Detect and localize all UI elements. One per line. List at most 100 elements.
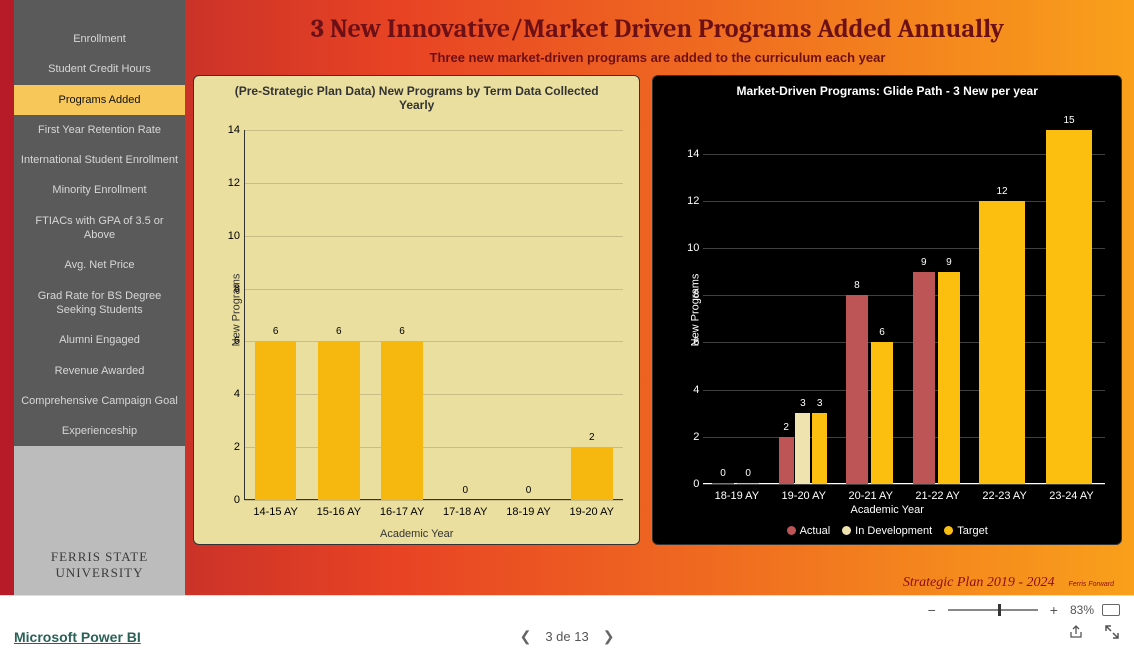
xtick: 14-15 AY	[253, 506, 297, 518]
sidebar-item-10[interactable]: Revenue Awarded	[14, 356, 185, 386]
xtick: 23-24 AY	[1049, 490, 1093, 502]
legend-label: Actual	[800, 525, 831, 537]
bar-label: 0	[745, 468, 751, 479]
zoom-out-button[interactable]: −	[924, 602, 940, 618]
sidebar-item-8[interactable]: Grad Rate for BS Degree Seeking Students	[14, 281, 185, 326]
legend-label: Target	[957, 525, 988, 537]
bar[interactable]: 3	[812, 413, 827, 484]
xtick: 19-20 AY	[570, 506, 614, 518]
xtick: 22-23 AY	[982, 490, 1026, 502]
expand-icon[interactable]	[1104, 624, 1120, 645]
sidebar-item-0[interactable]: Enrollment	[14, 24, 185, 54]
ytick: 8	[677, 289, 699, 301]
bar-label: 0	[463, 485, 469, 496]
right-chart-title: Market-Driven Programs: Glide Path - 3 N…	[653, 76, 1121, 102]
ferris-forward: Ferris Forward	[1068, 581, 1114, 588]
sidebar: EnrollmentStudent Credit HoursPrograms A…	[14, 0, 185, 595]
sidebar-item-5[interactable]: Minority Enrollment	[14, 175, 185, 205]
zoom-controls: − + 83%	[924, 602, 1120, 618]
ytick: 2	[218, 441, 240, 453]
sidebar-item-12[interactable]: Experienceship	[14, 416, 185, 446]
legend-dot-icon	[842, 526, 851, 535]
bar[interactable]: 2	[779, 437, 794, 484]
xtick: 20-21 AY	[848, 490, 892, 502]
right-plot: 024681012140018-19 AY23319-20 AY8620-21 …	[703, 130, 1105, 484]
bar[interactable]: 9	[913, 272, 936, 484]
sidebar-item-2[interactable]: Programs Added	[14, 85, 185, 115]
ytick: 4	[218, 388, 240, 400]
zoom-percent: 83%	[1070, 603, 1094, 617]
legend-item[interactable]: Target	[944, 525, 988, 537]
ytick: 0	[677, 478, 699, 490]
bar-label: 6	[336, 326, 342, 337]
bar-label: 12	[997, 186, 1008, 197]
bar[interactable]: 0	[712, 483, 735, 484]
xtick: 18-19 AY	[506, 506, 550, 518]
ytick: 0	[218, 494, 240, 506]
right-chart[interactable]: Market-Driven Programs: Glide Path - 3 N…	[652, 75, 1122, 545]
bar-label: 6	[399, 326, 405, 337]
ytick: 6	[218, 335, 240, 347]
bar[interactable]: 6	[318, 341, 360, 500]
bar[interactable]: 15	[1046, 130, 1091, 484]
main-area: 3 New Innovative/Market Driven Programs …	[185, 0, 1134, 595]
bar-label: 6	[273, 326, 279, 337]
next-page-button[interactable]: ❯	[603, 628, 615, 645]
ytick: 10	[218, 230, 240, 242]
bar[interactable]: 9	[938, 272, 961, 484]
ytick: 8	[218, 283, 240, 295]
bar-label: 3	[800, 398, 806, 409]
xtick: 19-20 AY	[782, 490, 826, 502]
ytick: 12	[677, 195, 699, 207]
bar-label: 8	[854, 280, 860, 291]
bar-label: 3	[817, 398, 823, 409]
strategic-footer: Strategic Plan 2019 - 2024 Ferris Forwar…	[903, 575, 1114, 591]
legend-item[interactable]: Actual	[787, 525, 831, 537]
left-red-strip	[0, 0, 14, 595]
ytick: 6	[677, 336, 699, 348]
ytick: 14	[218, 124, 240, 136]
bar[interactable]: 6	[871, 342, 894, 484]
xtick: 17-18 AY	[443, 506, 487, 518]
bar[interactable]: 6	[381, 341, 423, 500]
brand-line2: UNIVERSITY	[14, 565, 185, 581]
sidebar-item-1[interactable]: Student Credit Hours	[14, 54, 185, 84]
bar[interactable]: 2	[571, 447, 613, 500]
zoom-slider[interactable]	[948, 609, 1038, 611]
bar[interactable]: 12	[979, 201, 1024, 484]
footer-bar: − + 83% Microsoft Power BI ❮ 3 de 13 ❯	[0, 595, 1134, 655]
sidebar-item-9[interactable]: Alumni Engaged	[14, 325, 185, 355]
legend-item[interactable]: In Development	[842, 525, 932, 537]
share-icon[interactable]	[1068, 624, 1084, 645]
sidebar-item-11[interactable]: Comprehensive Campaign Goal	[14, 386, 185, 416]
right-xlabel: Academic Year	[653, 504, 1121, 516]
right-legend: Actual In Development Target	[653, 525, 1121, 539]
ytick: 10	[677, 242, 699, 254]
bar-label: 6	[879, 327, 885, 338]
brand-logo: FERRIS STATE UNIVERSITY	[14, 543, 185, 587]
sidebar-item-4[interactable]: International Student Enrollment	[14, 145, 185, 175]
bar[interactable]: 3	[795, 413, 810, 484]
left-chart-title: (Pre-Strategic Plan Data) New Programs b…	[194, 76, 639, 116]
page-subtitle: Three new market-driven programs are add…	[193, 50, 1122, 65]
bar-label: 0	[720, 468, 726, 479]
bar-label: 2	[589, 432, 595, 443]
zoom-in-button[interactable]: +	[1046, 602, 1062, 618]
fit-page-icon[interactable]	[1102, 604, 1120, 616]
brand-line1: FERRIS STATE	[14, 549, 185, 565]
sidebar-item-6[interactable]: FTIACs with GPA of 3.5 or Above	[14, 206, 185, 251]
sidebar-item-3[interactable]: First Year Retention Rate	[14, 115, 185, 145]
ytick: 12	[218, 177, 240, 189]
left-chart[interactable]: (Pre-Strategic Plan Data) New Programs b…	[193, 75, 640, 545]
dashboard-canvas: EnrollmentStudent Credit HoursPrograms A…	[0, 0, 1134, 595]
legend-label: In Development	[855, 525, 932, 537]
bar[interactable]: 6	[255, 341, 297, 500]
bar[interactable]: 0	[737, 483, 760, 484]
sidebar-item-7[interactable]: Avg. Net Price	[14, 250, 185, 280]
powerbi-link[interactable]: Microsoft Power BI	[14, 629, 141, 645]
ytick: 14	[677, 148, 699, 160]
bar[interactable]: 8	[846, 295, 869, 484]
prev-page-button[interactable]: ❮	[520, 628, 532, 645]
strategic-text: Strategic Plan 2019 - 2024	[903, 575, 1055, 591]
xtick: 18-19 AY	[715, 490, 759, 502]
